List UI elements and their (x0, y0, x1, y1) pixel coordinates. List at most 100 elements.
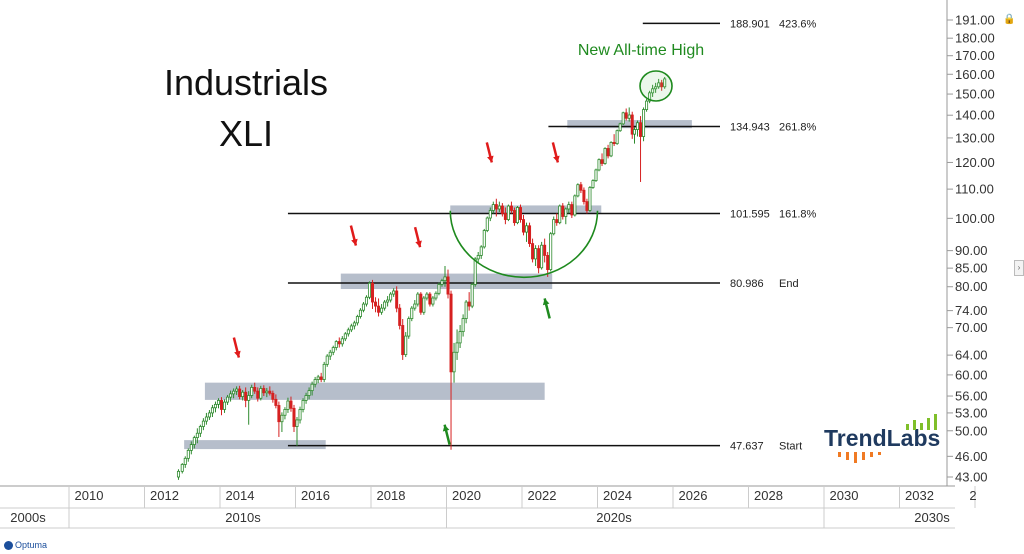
decade-tick-label: 2000s (10, 510, 46, 525)
candle-body (506, 205, 510, 220)
candle-body (337, 341, 341, 345)
candle-body (238, 388, 242, 397)
candle-body (503, 213, 507, 220)
candle-body (274, 398, 278, 406)
year-tick-label: 2024 (603, 488, 632, 503)
candle-body (352, 322, 356, 327)
candle-body (271, 392, 275, 400)
green-arrow-head (542, 298, 550, 306)
candle-body (485, 217, 489, 231)
candle-body (189, 444, 193, 451)
price-tick-label: 110.00 (955, 182, 994, 197)
year-tick-label: 2022 (528, 488, 557, 503)
candle-body (618, 123, 622, 132)
candle-body (467, 301, 471, 307)
candle-body (582, 189, 586, 203)
candle-body (431, 297, 435, 305)
price-tick-label: 60.00 (955, 367, 988, 382)
candle-body (223, 401, 227, 410)
candle-body (573, 195, 577, 216)
candle-body (500, 205, 504, 214)
candle-body (389, 293, 393, 301)
lock-icon[interactable]: 🔒 (1003, 14, 1016, 25)
year-tick-label: 2010 (75, 488, 104, 503)
candle-body (591, 180, 595, 188)
fib-value-label: 47.637 (730, 441, 764, 453)
candle-body (343, 333, 347, 340)
candle-body (555, 219, 559, 224)
candle-body (340, 338, 344, 345)
candle-body (597, 159, 601, 171)
candle-body (295, 419, 299, 427)
year-tick-label: 2014 (226, 488, 255, 503)
candle-body (627, 114, 631, 119)
year-ticks: 0820102012201420162018202020222024202620… (68, 486, 977, 508)
candle-body (464, 301, 468, 319)
candle-body (570, 204, 574, 216)
candle-body (322, 363, 326, 380)
candle-body (367, 282, 371, 298)
candle-body (558, 205, 562, 224)
candle-body (561, 205, 565, 217)
price-zone (340, 273, 553, 290)
candle-body (392, 290, 396, 295)
candle-body (247, 395, 251, 401)
price-zone (450, 205, 602, 214)
candle-body (307, 390, 311, 396)
candle-body (304, 395, 308, 401)
red-arrow-head (351, 238, 358, 246)
year-tick-label: 2026 (679, 488, 708, 503)
candle-body (328, 351, 332, 357)
candle-body (419, 293, 423, 313)
candle-body (207, 412, 211, 418)
candle-body (283, 409, 287, 416)
decade-tick-label: 2010s (225, 510, 261, 525)
candle-body (552, 219, 556, 235)
candle-body (482, 230, 486, 248)
candle-body (401, 325, 405, 356)
candle-body (488, 210, 492, 219)
candle-body (549, 233, 553, 270)
candle-body (473, 258, 477, 285)
candle-body (452, 351, 456, 373)
decade-tick-label: 2020s (596, 510, 632, 525)
candle-body (461, 318, 465, 333)
fib-pct-label: 161.8% (779, 208, 817, 220)
scroll-handle[interactable]: › (1014, 260, 1024, 276)
candle-body (355, 316, 359, 324)
chart-title: Industrials (164, 62, 328, 103)
decade-tick-label: 2030s (914, 510, 950, 525)
candle-body (364, 296, 368, 305)
candle-body (651, 88, 655, 94)
candle-body (244, 391, 248, 401)
fib-value-label: 80.986 (730, 278, 764, 290)
candle-body (657, 82, 661, 88)
candle-body (380, 307, 384, 313)
candle-body (470, 284, 474, 307)
year-tick-label: 2018 (377, 488, 406, 503)
candle-body (660, 82, 664, 88)
candle-body (346, 329, 350, 335)
candlesticks (176, 76, 667, 480)
candle-body (663, 78, 667, 88)
candle-body (286, 400, 290, 410)
optuma-icon (4, 541, 13, 551)
candle-body (512, 210, 516, 224)
logo-bars-orange (838, 452, 881, 463)
candle-body (183, 457, 187, 465)
candle-body (632, 129, 636, 135)
price-tick-label: 53.00 (955, 405, 988, 420)
candle-body (518, 207, 522, 220)
candle-body (479, 246, 483, 256)
price-tick-label: 90.00 (955, 243, 988, 258)
candle-body (334, 341, 338, 348)
price-zone (567, 120, 692, 129)
year-tick-label: 2 (969, 488, 976, 503)
year-tick-label: 2016 (301, 488, 330, 503)
candle-body (383, 301, 387, 309)
year-tick-label: 2032 (905, 488, 934, 503)
candle-body (416, 293, 420, 305)
candle-body (564, 208, 568, 217)
fib-pct-label: Start (779, 441, 802, 453)
candle-body (540, 244, 544, 269)
